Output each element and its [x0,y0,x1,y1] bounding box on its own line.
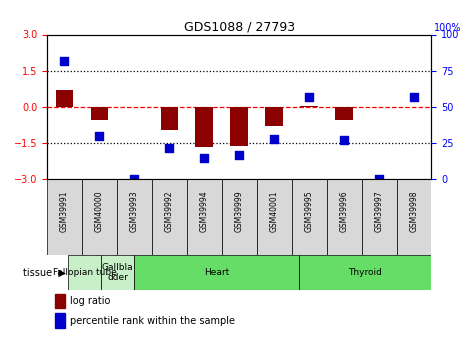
Text: GSM39996: GSM39996 [340,191,348,233]
Point [166,145,173,150]
Point [375,177,383,182]
Point [61,58,68,63]
Text: GSM39993: GSM39993 [130,191,139,233]
Bar [134,255,299,290]
Text: 100%: 100% [434,23,461,33]
Bar [47,179,82,255]
Bar [257,179,292,255]
Point [271,136,278,141]
Text: GSM39992: GSM39992 [165,191,174,232]
Bar [292,179,326,255]
Bar [300,106,318,107]
Bar [54,313,65,328]
Bar [101,255,134,290]
Text: tissue  ▶: tissue ▶ [23,268,66,277]
Bar [335,107,353,120]
Bar [56,90,73,107]
Bar [68,255,101,290]
Bar [196,107,213,147]
Bar [82,179,117,255]
Bar [362,179,396,255]
Text: GSM39995: GSM39995 [304,191,314,233]
Text: Thyroid: Thyroid [348,268,382,277]
Point [235,152,243,158]
Bar [152,179,187,255]
Bar [230,107,248,146]
Text: GSM39999: GSM39999 [234,191,244,233]
Text: GSM40000: GSM40000 [95,191,104,233]
Bar [222,179,257,255]
Bar [117,179,152,255]
Bar [160,107,178,130]
Point [305,94,313,100]
Point [340,138,348,143]
Bar [326,179,362,255]
Title: GDS1088 / 27793: GDS1088 / 27793 [184,20,295,33]
Text: GSM40001: GSM40001 [270,191,279,232]
Text: Heart: Heart [204,268,229,277]
Text: GSM39991: GSM39991 [60,191,69,232]
Point [130,177,138,182]
Bar [396,179,431,255]
Text: percentile rank within the sample: percentile rank within the sample [70,316,235,326]
Bar [54,294,65,308]
Point [96,133,103,139]
Bar [187,179,222,255]
Text: GSM39997: GSM39997 [375,191,384,233]
Bar [299,255,431,290]
Point [200,155,208,160]
Text: Fallopian tube: Fallopian tube [53,268,116,277]
Point [410,94,418,100]
Text: GSM39998: GSM39998 [409,191,418,232]
Text: GSM39994: GSM39994 [200,191,209,233]
Text: Gallbla
dder: Gallbla dder [102,263,133,282]
Bar [91,107,108,120]
Text: log ratio: log ratio [70,296,110,306]
Bar [265,107,283,126]
